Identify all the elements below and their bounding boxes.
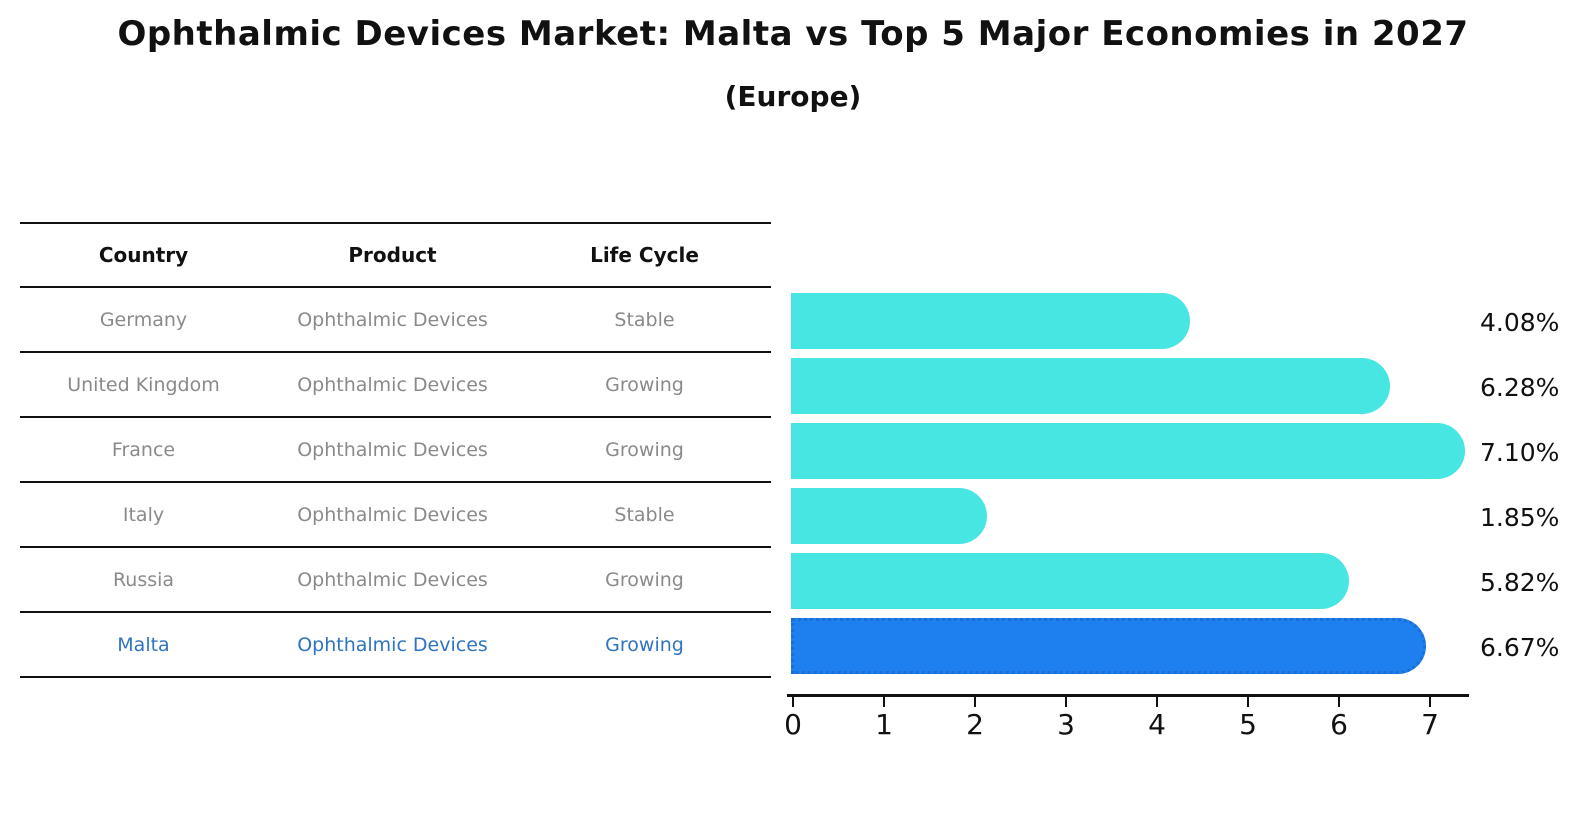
bar-united-kingdom	[791, 357, 1390, 414]
bar-france	[791, 422, 1465, 479]
table-cell-life-cycle: Stable	[614, 503, 675, 526]
x-axis-tick-label: 3	[1057, 708, 1075, 741]
x-axis-tick-label: 2	[966, 708, 984, 741]
x-axis-tick	[1247, 697, 1249, 707]
table-cell-country: Russia	[112, 568, 175, 591]
value-label-germany: 4.08%	[1480, 307, 1560, 337]
chart-subtitle: (Europe)	[724, 80, 862, 113]
x-axis-tick	[1338, 697, 1340, 707]
x-axis-line	[787, 694, 1469, 697]
x-axis-tick	[1429, 697, 1431, 707]
table-cell-country: Malta	[117, 633, 170, 656]
table-row: France Ophthalmic Devices Growing	[20, 418, 771, 483]
table-cell-country: United Kingdom	[67, 373, 220, 396]
table-row: United Kingdom Ophthalmic Devices Growing	[20, 353, 771, 418]
bar-italy	[791, 487, 987, 544]
chart-title: Ophthalmic Devices Market: Malta vs Top …	[117, 14, 1469, 54]
table-body: Germany Ophthalmic Devices Stable United Ki…	[20, 288, 771, 678]
table-cell-life-cycle: Growing	[605, 438, 684, 461]
table-cell-country: France	[111, 438, 176, 461]
table-cell-product: Ophthalmic Devices	[297, 568, 488, 591]
x-axis-tick	[792, 697, 794, 707]
x-axis-tick	[1156, 697, 1158, 707]
table-cell-product: Ophthalmic Devices	[297, 438, 488, 461]
table-cell-country: Italy	[122, 503, 165, 526]
x-axis-tick-label: 6	[1330, 708, 1348, 741]
value-label-italy: 1.85%	[1480, 502, 1560, 532]
table-cell-life-cycle: Stable	[614, 308, 675, 331]
table-cell-product: Ophthalmic Devices	[297, 503, 488, 526]
x-axis-tick	[883, 697, 885, 707]
x-axis-tick-label: 7	[1421, 708, 1439, 741]
value-label-russia: 5.82%	[1480, 567, 1560, 597]
table-header-country: Country	[98, 243, 189, 267]
x-axis-tick-label: 4	[1148, 708, 1166, 741]
bar-malta	[791, 617, 1426, 674]
table-row: Germany Ophthalmic Devices Stable	[20, 288, 771, 353]
table-cell-life-cycle: Growing	[605, 568, 684, 591]
table-row: Italy Ophthalmic Devices Stable	[20, 483, 771, 548]
x-axis-tick-label: 0	[784, 708, 802, 741]
country-table: Country Product Life Cycle Germany Ophtha…	[20, 222, 771, 678]
table-row: Malta Ophthalmic Devices Growing	[20, 613, 771, 678]
table-header-product: Product	[348, 243, 437, 267]
value-label-malta: 6.67%	[1480, 632, 1560, 662]
x-axis-tick	[1065, 697, 1067, 707]
x-axis-tick	[974, 697, 976, 707]
table-cell-product: Ophthalmic Devices	[297, 308, 488, 331]
bar-germany	[791, 292, 1190, 349]
bar-russia	[791, 552, 1349, 609]
x-axis-tick-label: 1	[875, 708, 893, 741]
table-header-life-cycle: Life Cycle	[590, 243, 699, 267]
table-header-row: Country Product Life Cycle	[20, 224, 771, 288]
table-cell-product: Ophthalmic Devices	[297, 373, 488, 396]
value-label-france: 7.10%	[1480, 437, 1560, 467]
table-cell-life-cycle: Growing	[605, 373, 684, 396]
table-cell-life-cycle: Growing	[605, 633, 684, 656]
x-axis-tick-label: 5	[1239, 708, 1257, 741]
table-cell-country: Germany	[99, 308, 188, 331]
table-row: Russia Ophthalmic Devices Growing	[20, 548, 771, 613]
value-label-united-kingdom: 6.28%	[1480, 372, 1560, 402]
table-cell-product: Ophthalmic Devices	[297, 633, 488, 656]
